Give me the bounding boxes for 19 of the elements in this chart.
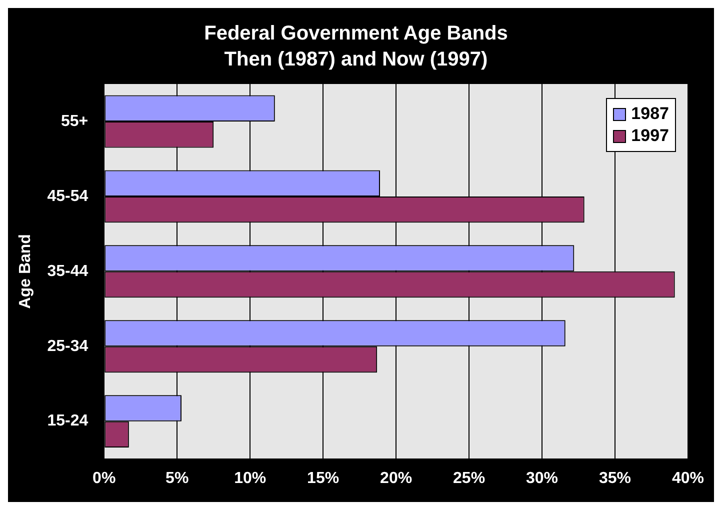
- legend-label: 1997: [631, 125, 669, 147]
- chart-title: Federal Government Age Bands: [204, 22, 508, 45]
- chart-subtitle: Then (1987) and Now (1997): [224, 48, 488, 71]
- y-tick-label: 35-44: [47, 262, 88, 280]
- y-tick-label: 55+: [60, 112, 88, 130]
- x-tick-label: 35%: [598, 470, 632, 487]
- x-tick-label: 10%: [234, 470, 266, 487]
- x-tick-label: 25%: [453, 470, 486, 487]
- x-tick-label: 15%: [307, 470, 340, 487]
- x-tick-label: 30%: [526, 470, 558, 487]
- x-tick-label: 0%: [92, 470, 116, 487]
- x-tick-label: 5%: [166, 470, 189, 487]
- y-tick-label: 45-54: [47, 188, 88, 205]
- x-tick-label: 20%: [380, 470, 412, 487]
- x-tick-label: 40%: [672, 470, 704, 487]
- y-tick-label: 25-34: [47, 338, 88, 355]
- legend-label: 1987: [631, 103, 669, 125]
- y-tick-label: 15-24: [47, 412, 88, 430]
- y-axis-title: Age Band: [17, 234, 34, 309]
